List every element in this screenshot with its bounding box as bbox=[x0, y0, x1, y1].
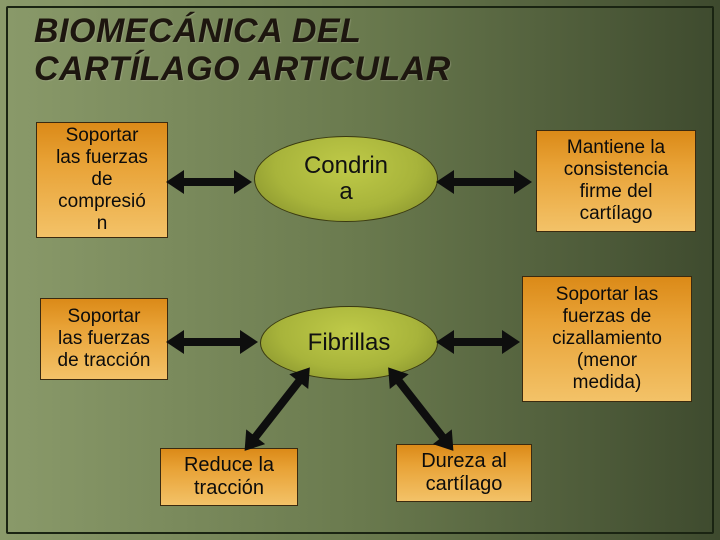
box-mantiene: Mantiene laconsistenciafirme delcartílag… bbox=[536, 130, 696, 232]
box-cizalla: Soportar lasfuerzas decizallamiento(meno… bbox=[522, 276, 692, 402]
box-compresion: Soportarlas fuerzasdecompresión bbox=[36, 122, 168, 238]
node-fibrillas: Fibrillas bbox=[260, 306, 438, 380]
arrow-comp-condrina bbox=[182, 178, 236, 186]
arrow-fibr-ciz bbox=[452, 338, 504, 346]
slide-title: BIOMECÁNICA DELCARTÍLAGO ARTICULAR bbox=[34, 12, 451, 88]
box-dureza: Dureza alcartílago bbox=[396, 444, 532, 502]
box-reduce: Reduce latracción bbox=[160, 448, 298, 506]
arrow-condrina-mant bbox=[452, 178, 516, 186]
node-condrina: Condrina bbox=[254, 136, 438, 222]
box-traccion: Soportarlas fuerzasde tracción bbox=[40, 298, 168, 380]
arrow-tracc-fibr bbox=[182, 338, 242, 346]
